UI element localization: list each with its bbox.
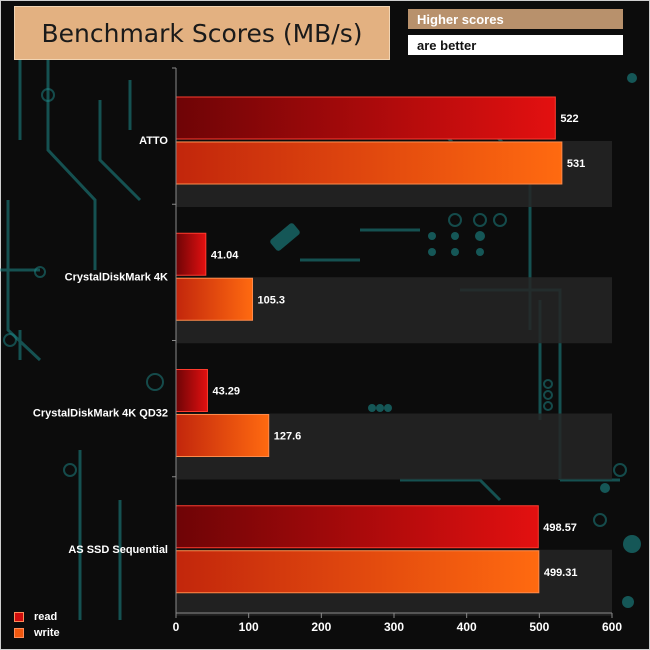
- value-label-write: 105.3: [258, 294, 286, 306]
- chart-title: Benchmark Scores (MB/s): [14, 6, 390, 60]
- legend-item-read: read: [14, 610, 60, 624]
- value-label-write: 531: [567, 158, 585, 170]
- value-label-read: 41.04: [211, 249, 239, 261]
- x-tick-label: 0: [173, 620, 180, 634]
- x-tick-label: 300: [384, 620, 404, 634]
- bar-write: [175, 414, 270, 457]
- x-tick-label: 200: [311, 620, 331, 634]
- value-label-read: 522: [560, 113, 578, 125]
- bar-write: [175, 550, 540, 594]
- value-label-read: 498.57: [543, 522, 577, 534]
- legend-label-write: write: [34, 627, 60, 639]
- bar-read: [175, 505, 539, 549]
- read-swatch: [14, 612, 24, 622]
- value-label-write: 499.31: [544, 567, 578, 579]
- bar-read: [175, 96, 556, 140]
- category-label: AS SSD Sequential: [68, 544, 168, 556]
- legend-item-write: write: [14, 626, 60, 640]
- category-label: CrystalDiskMark 4K: [65, 271, 168, 283]
- x-tick-label: 400: [457, 620, 477, 634]
- x-tick-label: 100: [239, 620, 259, 634]
- x-tick-label: 500: [529, 620, 549, 634]
- write-swatch: [14, 628, 24, 638]
- bar-write: [175, 277, 254, 321]
- higher-scores-note: Higher scores: [408, 9, 623, 29]
- bar-read: [175, 232, 207, 276]
- legend: read write: [14, 610, 60, 642]
- category-label: CrystalDiskMark 4K QD32: [33, 408, 168, 420]
- value-label-read: 43.29: [212, 386, 240, 398]
- value-label-write: 127.6: [274, 431, 302, 443]
- are-better-note: are better: [408, 35, 623, 55]
- bar-write: [175, 141, 563, 185]
- x-tick-label: 600: [602, 620, 622, 634]
- bar-read: [175, 369, 208, 412]
- category-label: ATTO: [139, 135, 168, 147]
- legend-label-read: read: [34, 611, 58, 623]
